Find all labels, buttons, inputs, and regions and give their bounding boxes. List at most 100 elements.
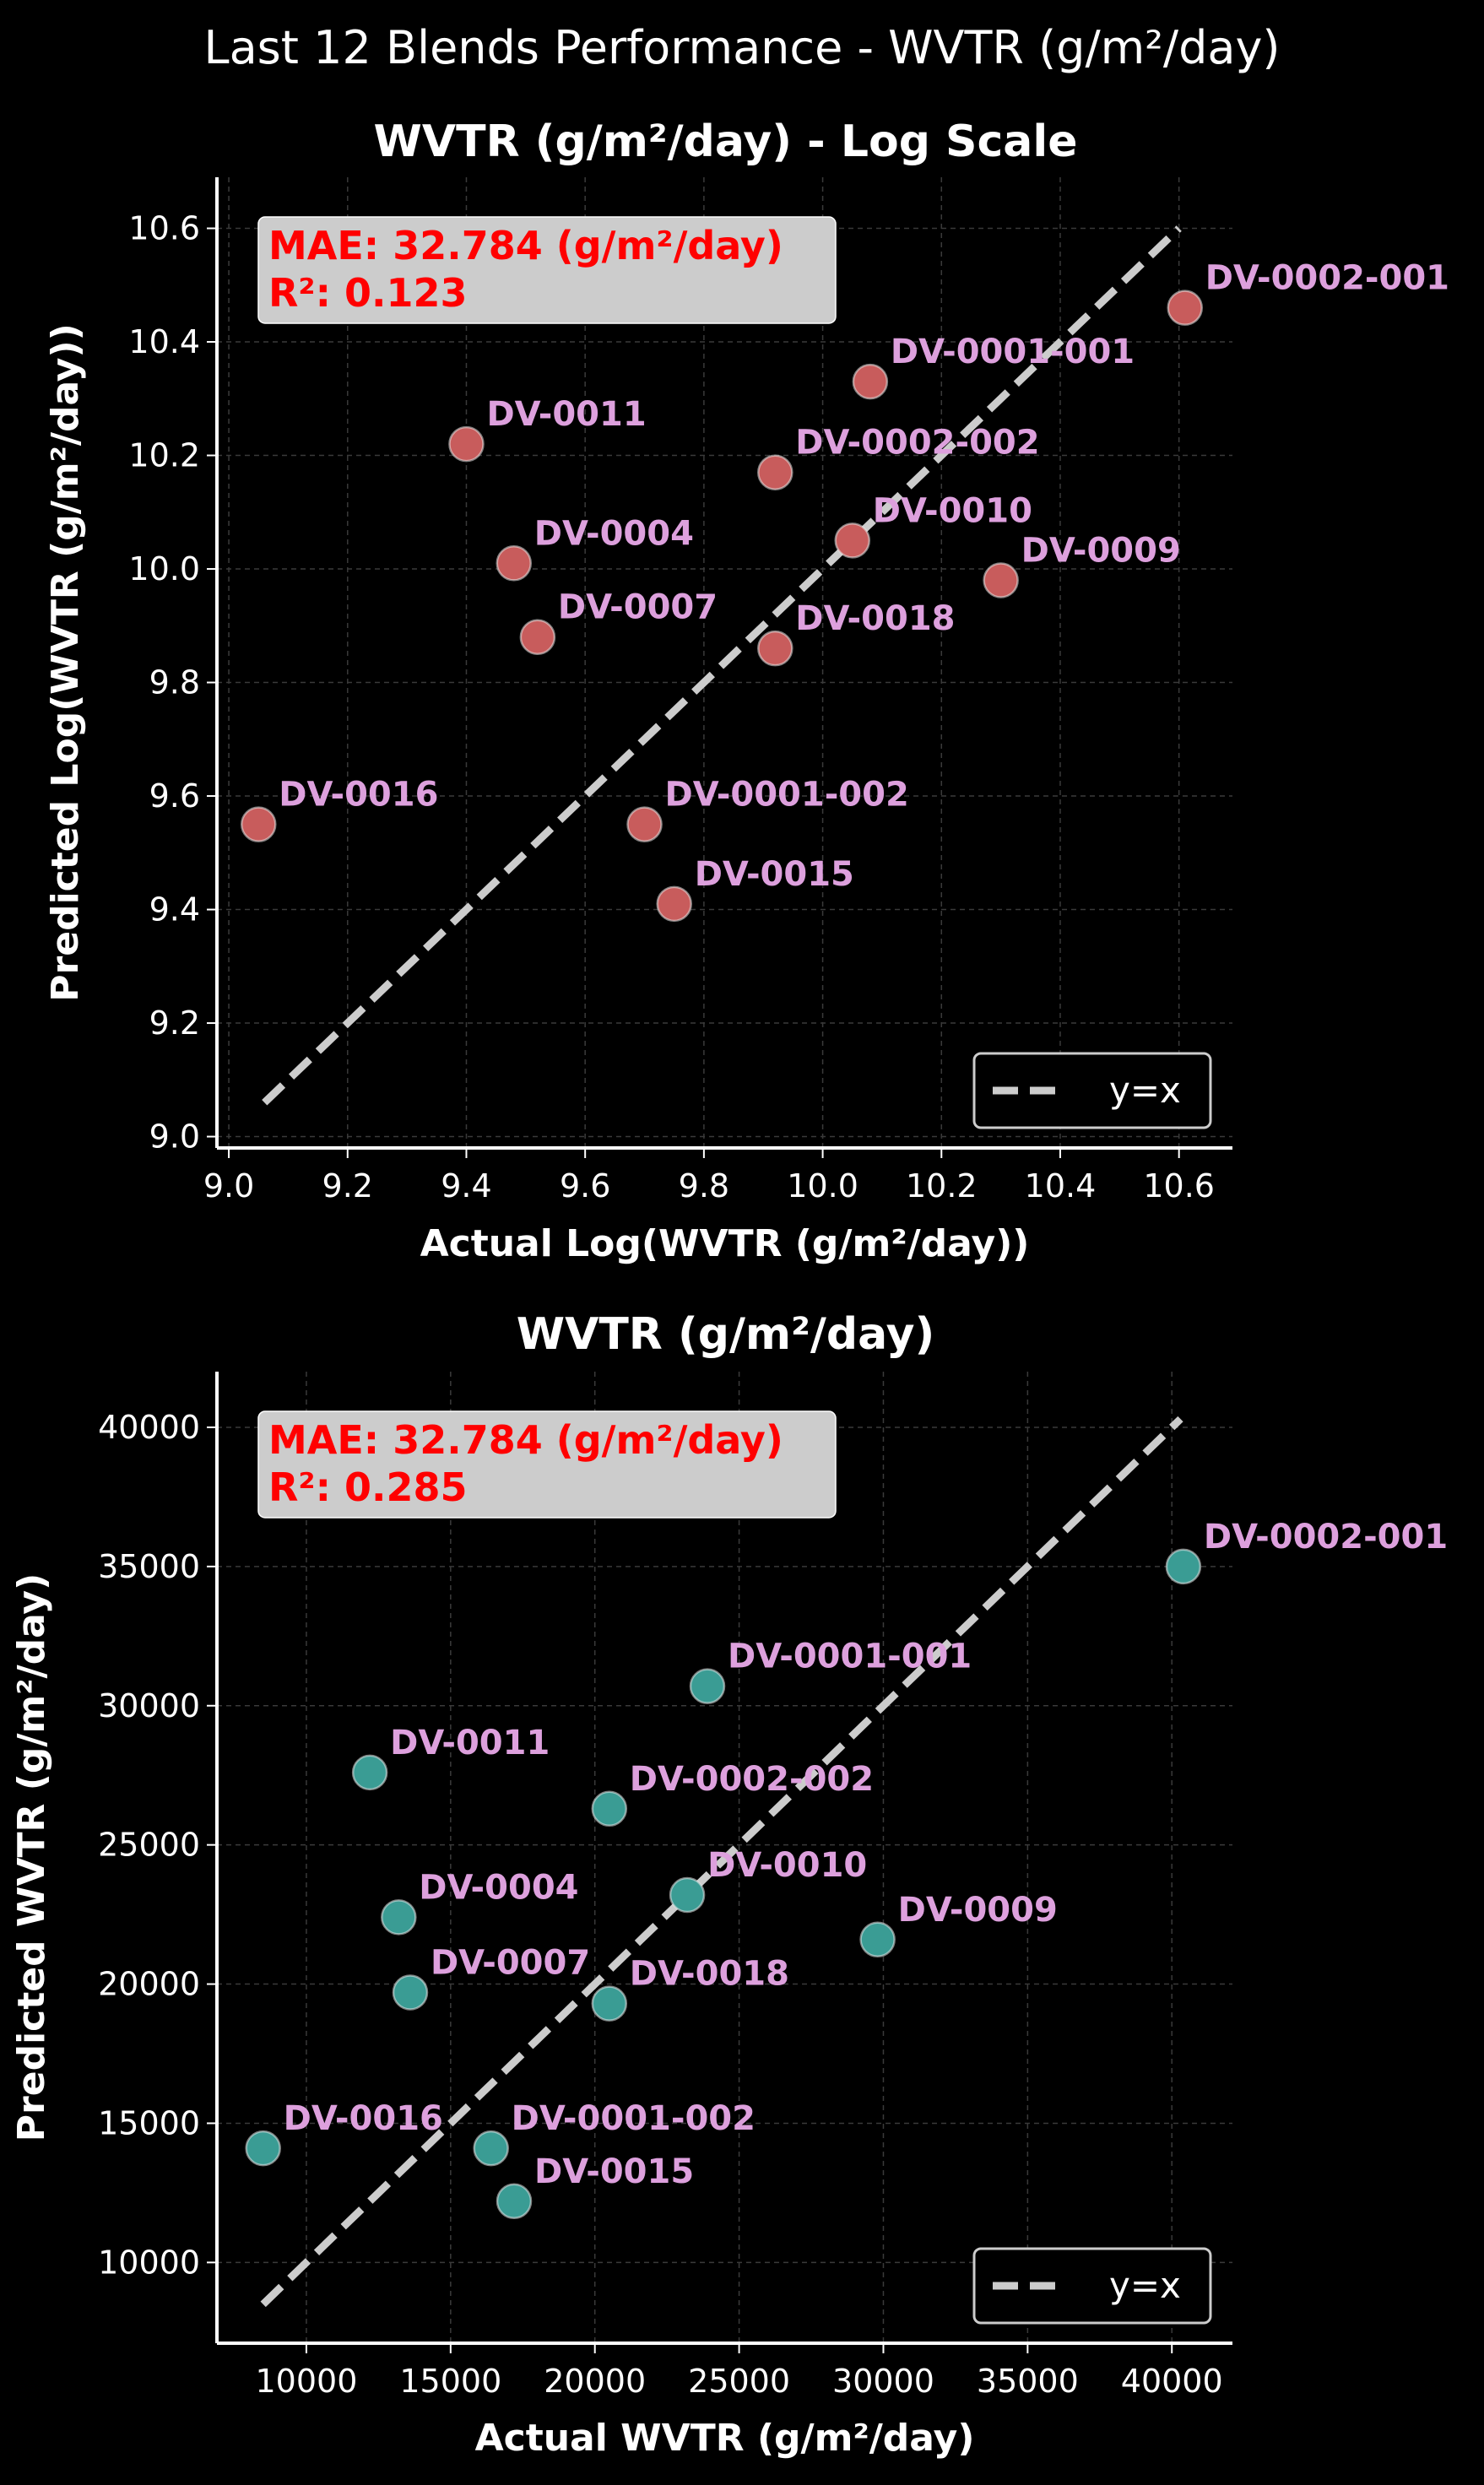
data-point <box>983 562 1019 598</box>
x-tick-label: 20000 <box>544 2363 646 2400</box>
data-point <box>859 1921 896 1958</box>
data-point <box>448 425 485 463</box>
data-point <box>1165 1548 1202 1585</box>
data-point <box>626 806 663 842</box>
point-label: DV-0018 <box>795 599 955 638</box>
data-point <box>689 1668 726 1704</box>
point-label: DV-0002-001 <box>1204 1518 1448 1557</box>
metrics-box <box>257 1410 837 1519</box>
x-tick-label: 40000 <box>1121 2363 1223 2400</box>
data-point <box>669 1876 706 1914</box>
x-tick-label: 9.6 <box>560 1167 610 1205</box>
point-label: DV-0018 <box>630 1955 789 1994</box>
figure-suptitle: Last 12 Blends Performance - WVTR (g/m²/… <box>204 21 1281 74</box>
point-label: DV-0016 <box>279 776 438 815</box>
metrics-text: R²: 0.123 <box>268 270 467 316</box>
data-point <box>1167 290 1203 326</box>
x-tick-label: 10.0 <box>787 1167 858 1205</box>
linear-scale-panel: WVTR (g/m²/day) 10000 15000 20000 25000 30000… <box>10 1309 1448 2460</box>
y-tick-label: 10.6 <box>128 210 200 247</box>
x-tick-label: 9.2 <box>322 1167 373 1205</box>
data-point <box>834 522 871 559</box>
point-label: DV-0002-002 <box>630 1760 874 1799</box>
y-tick-label: 25000 <box>98 1827 200 1864</box>
data-point <box>656 885 692 923</box>
y-tick-label: 35000 <box>98 1548 200 1585</box>
point-label: DV-0015 <box>695 855 854 894</box>
x-tick-label: 10.6 <box>1143 1167 1215 1205</box>
legend-label: y=x <box>1109 1069 1181 1111</box>
metrics-text: MAE: 32.784 (g/m²/day) <box>268 223 783 268</box>
y-tick-label: 10.4 <box>128 323 200 360</box>
point-label: DV-0007 <box>558 588 718 627</box>
y-tick-label: 10000 <box>98 2244 200 2281</box>
x-tick-label: 35000 <box>977 2363 1079 2400</box>
y-tick-label: 9.8 <box>149 664 200 701</box>
data-point <box>757 454 793 490</box>
point-label: DV-0004 <box>419 1868 578 1907</box>
point-label: DV-0001-001 <box>728 1638 972 1676</box>
metrics-text: MAE: 32.784 (g/m²/day) <box>268 1417 783 1463</box>
point-label: DV-0015 <box>534 2152 694 2191</box>
chart-title: WVTR (g/m²/day) <box>517 1309 935 1360</box>
point-label: DV-0004 <box>534 514 694 553</box>
x-tick-label: 10.4 <box>1025 1167 1097 1205</box>
point-label: DV-0010 <box>873 491 1032 530</box>
x-tick-label: 15000 <box>399 2363 501 2400</box>
point-label: DV-0011 <box>390 1724 550 1762</box>
data-point <box>496 545 533 582</box>
x-axis-label: Actual Log(WVTR (g/m²/day)) <box>420 1222 1030 1265</box>
point-label: DV-0001-001 <box>891 333 1135 371</box>
y-tick-label: 10.0 <box>128 550 200 587</box>
x-tick-label: 10000 <box>256 2363 358 2400</box>
point-label: DV-0007 <box>431 1943 590 1982</box>
data-point <box>381 1899 417 1935</box>
data-point <box>496 2183 533 2220</box>
data-point <box>240 806 277 842</box>
reference-line <box>262 225 1182 1106</box>
y-tick-label: 10.2 <box>128 437 200 474</box>
y-tick-label: 15000 <box>98 2104 200 2141</box>
y-tick-label: 9.2 <box>149 1004 200 1042</box>
x-axis-label: Actual WVTR (g/m²/day) <box>475 2417 975 2460</box>
x-tick-label: 9.4 <box>441 1167 491 1205</box>
data-point <box>757 630 793 667</box>
data-point <box>392 1974 429 2011</box>
reference-line <box>260 1416 1183 2308</box>
y-axis-label: Predicted Log(WVTR (g/m²/day)) <box>44 323 87 1001</box>
x-tick-label: 9.0 <box>203 1167 254 1205</box>
x-tick-label: 30000 <box>832 2363 934 2400</box>
data-point <box>519 619 556 655</box>
point-label: DV-0011 <box>486 395 646 434</box>
point-label: DV-0001-002 <box>512 2099 756 2138</box>
y-tick-label: 40000 <box>98 1409 200 1446</box>
data-point <box>591 1985 628 2022</box>
point-label: DV-0009 <box>1021 531 1181 570</box>
y-axis-label: Predicted WVTR (g/m²/day) <box>10 1573 53 2141</box>
metrics-text: R²: 0.285 <box>268 1464 467 1510</box>
chart-title: WVTR (g/m²/day) - Log Scale <box>374 116 1078 167</box>
data-point <box>351 1754 388 1791</box>
legend-box <box>972 2247 1212 2325</box>
point-label: DV-0009 <box>898 1891 1058 1930</box>
y-tick-label: 9.0 <box>149 1118 200 1156</box>
point-label: DV-0010 <box>707 1846 867 1885</box>
y-tick-label: 9.4 <box>149 891 200 928</box>
x-tick-label: 9.8 <box>679 1167 729 1205</box>
data-point <box>591 1790 628 1827</box>
point-label: DV-0016 <box>284 2099 443 2138</box>
legend-box <box>972 1052 1212 1129</box>
legend-label: y=x <box>1109 2265 1181 2306</box>
point-label: DV-0001-002 <box>665 776 909 815</box>
data-point <box>852 363 889 400</box>
y-tick-label: 30000 <box>98 1687 200 1724</box>
metrics-box <box>257 216 837 324</box>
log-scale-panel: WVTR (g/m²/day) - Log Scale 9.0 9.2 9.4 9.6 9… <box>44 116 1449 1265</box>
y-tick-label: 9.6 <box>149 777 200 815</box>
x-tick-label: 10.2 <box>906 1167 978 1205</box>
y-tick-label: 20000 <box>98 1966 200 2003</box>
x-tick-label: 25000 <box>688 2363 790 2400</box>
point-label: DV-0002-002 <box>795 424 1039 463</box>
